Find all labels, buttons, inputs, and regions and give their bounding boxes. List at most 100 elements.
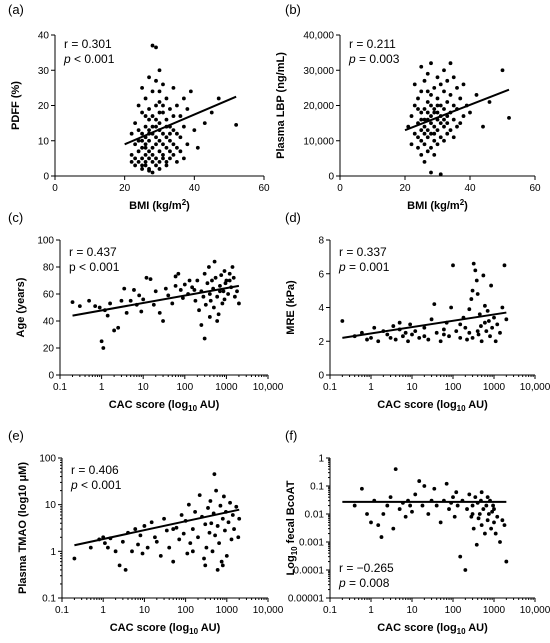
data-point [147,156,151,161]
data-point [72,556,77,561]
data-point [483,303,487,308]
data-point [500,518,505,523]
data-point [461,82,466,87]
data-point [128,298,133,303]
x-tick-label: 10,000 [520,382,550,393]
panel-e: (e) 0.1 1 10 100 1000 10,000 0.1 1 10 100 CAC score… [8,428,284,636]
data-point [154,45,158,50]
data-point [173,284,178,288]
data-point [157,100,162,104]
data-point [97,305,102,310]
data-point [438,103,443,108]
data-point [140,110,144,115]
data-point [391,526,396,531]
data-point [474,278,479,283]
data-point [401,334,405,339]
data-point [381,512,386,516]
data-point [448,61,453,66]
y-tick-label: 0 [43,172,49,183]
data-point [388,335,393,340]
data-point [218,503,223,508]
data-point [458,96,463,101]
data-point [137,293,142,298]
data-point [163,286,168,291]
data-point [474,93,479,97]
x-tick-label: 10,000 [253,605,284,616]
x-tick-label: 1 [368,605,374,616]
data-point [197,308,201,313]
x-tick-label: 0 [337,183,343,194]
data-point [408,503,413,508]
data-point [408,322,413,327]
data-point [493,339,498,344]
data-point [133,156,138,161]
data-point [211,305,216,310]
data-point [180,296,185,300]
data-point [230,265,235,269]
data-point [117,563,122,568]
data-point [147,117,151,122]
data-point [164,117,169,122]
data-point [468,110,472,115]
data-point [442,89,446,94]
data-point [168,156,172,161]
data-point [429,103,433,108]
data-point [164,160,169,164]
data-point [483,320,487,325]
data-point [203,522,208,527]
data-point [485,518,490,523]
data-point [215,294,220,299]
data-point [188,541,193,546]
data-point [504,559,509,564]
data-point [70,300,75,304]
data-point [498,540,502,544]
y-tick-label: 10 [45,500,57,511]
data-point [140,138,144,143]
data-point [500,305,505,310]
x-tick-label: 40 [464,183,476,194]
data-point [461,114,466,118]
data-point [147,75,151,80]
data-point [438,172,443,177]
r-value: r = 0.406 [71,463,119,477]
data-point [123,568,128,572]
data-point [130,549,134,554]
data-point [113,549,118,554]
data-point [429,114,433,118]
data-point [432,85,437,90]
data-point [157,89,162,94]
data-point [164,163,169,168]
data-point [212,472,217,477]
data-point [438,82,443,87]
data-point [150,89,155,94]
data-point [203,302,208,307]
data-point [157,167,162,171]
data-point [207,292,212,296]
data-point [230,513,235,517]
data-point [215,319,220,323]
x-axis-label: BMI (kg/m2) [129,198,190,212]
panel-label: (c) [8,210,23,225]
data-point [488,334,492,339]
data-point [422,325,427,330]
data-point [419,128,424,133]
data-point [397,507,402,511]
data-point [229,537,234,542]
data-point [175,160,179,164]
data-point [197,493,202,498]
data-point [161,131,165,136]
data-point [429,61,433,66]
panel-label: (d) [285,210,301,225]
data-point [213,533,217,538]
data-point [161,156,165,161]
data-point [410,509,414,514]
x-tick-label: 10,000 [253,382,284,393]
data-point [485,495,490,500]
x-tick-label: 1000 [483,382,506,393]
data-point [164,145,169,150]
data-point [140,163,144,168]
data-point [168,149,172,154]
data-point [435,103,440,108]
y-tick-label: 0.00001 [288,594,325,605]
